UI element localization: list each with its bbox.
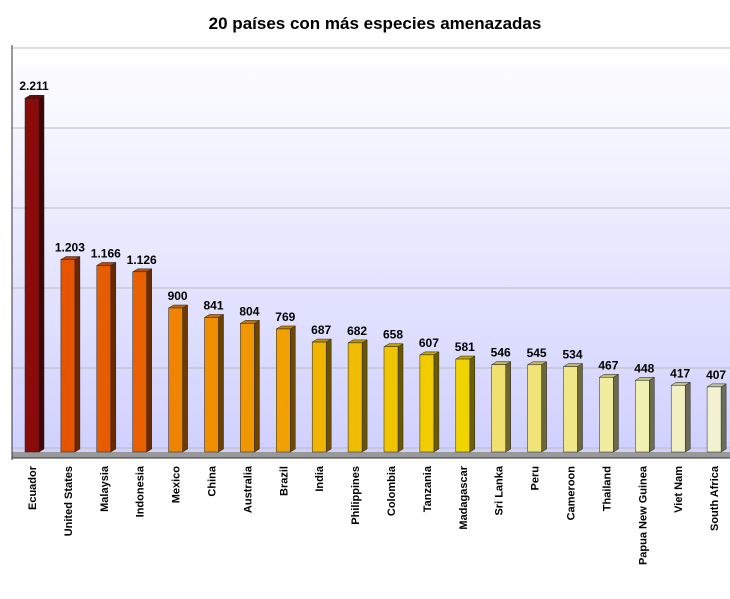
bar-side (146, 268, 152, 453)
value-label: 687 (311, 323, 331, 337)
x-tick-label: United States (63, 466, 75, 536)
bar-side (433, 351, 440, 453)
x-tick-label: Mexico (171, 466, 183, 504)
bar (706, 386, 722, 453)
bar (24, 97, 40, 453)
x-tick-label: Ecuador (27, 465, 39, 510)
value-label: 1.203 (55, 241, 85, 255)
value-label: 417 (670, 366, 690, 380)
value-label: 534 (562, 348, 582, 362)
bar-side (361, 339, 368, 453)
bar-side (720, 383, 727, 453)
bar-side (218, 313, 224, 453)
bar (455, 358, 471, 453)
value-label: 546 (491, 346, 511, 360)
bar (670, 385, 686, 453)
value-label: 607 (419, 336, 439, 350)
x-tick-label: South Africa (709, 465, 721, 531)
bar (635, 380, 650, 453)
bar (383, 346, 399, 453)
bar-side (469, 355, 476, 453)
value-label: 682 (347, 324, 367, 338)
value-label: 769 (275, 310, 295, 324)
bar (527, 364, 542, 453)
x-tick-label: Papua New Guinea (637, 465, 649, 565)
bar-side (290, 325, 296, 453)
bar-side (74, 256, 81, 453)
floor (12, 452, 730, 458)
bar-side (505, 361, 511, 453)
value-label: 900 (168, 289, 188, 303)
bar-side (577, 363, 583, 453)
bar-side (541, 361, 547, 453)
bar-side (325, 338, 332, 453)
x-tick-label: Philippines (350, 466, 362, 525)
x-tick-label: Brazil (278, 466, 290, 496)
x-tick-label: India (314, 465, 326, 492)
value-label: 1.126 (127, 253, 157, 267)
bar (347, 342, 363, 453)
x-tick-label: Sri Lanka (494, 465, 506, 515)
value-label: 841 (203, 298, 223, 312)
x-tick-label: Viet Nam (673, 466, 685, 513)
bar-side (684, 381, 691, 453)
bar-side (649, 376, 655, 453)
x-tick-label: Colombia (386, 465, 398, 516)
bar (240, 323, 255, 453)
bar (60, 259, 76, 453)
value-label: 2.211 (19, 79, 49, 93)
bar (204, 317, 219, 453)
value-label: 407 (706, 368, 726, 382)
x-tick-label: China (207, 465, 219, 496)
x-tick-label: Indonesia (135, 465, 147, 517)
bar-side (38, 94, 45, 453)
value-label: 804 (239, 304, 259, 318)
x-tick-label: Malaysia (99, 465, 111, 512)
bar (132, 271, 147, 453)
bar (311, 341, 327, 453)
value-label: 1.166 (91, 246, 121, 260)
x-tick-label: Australia (242, 465, 254, 513)
bar (168, 307, 183, 453)
bar (419, 354, 435, 453)
bar (491, 364, 506, 453)
bar-side (397, 343, 404, 453)
x-tick-label: Madagascar (458, 465, 470, 529)
value-label: 658 (383, 328, 403, 342)
value-label: 467 (598, 358, 618, 372)
value-label: 545 (527, 346, 547, 360)
value-label: 448 (634, 361, 654, 375)
bar (563, 366, 578, 453)
x-tick-label: Cameroon (566, 466, 578, 521)
bar-side (110, 261, 117, 453)
value-label: 581 (455, 340, 475, 354)
chart-title: 20 países con más especies amenazadas (209, 14, 542, 33)
x-tick-label: Thailand (601, 466, 613, 511)
x-tick-label: Peru (530, 466, 542, 490)
bar (276, 328, 291, 453)
x-tick-label: Tanzania (422, 465, 434, 512)
bar-side (613, 373, 619, 453)
bar-side (182, 304, 188, 453)
bar-side (254, 319, 260, 453)
bar (96, 265, 112, 453)
bar (599, 377, 614, 453)
